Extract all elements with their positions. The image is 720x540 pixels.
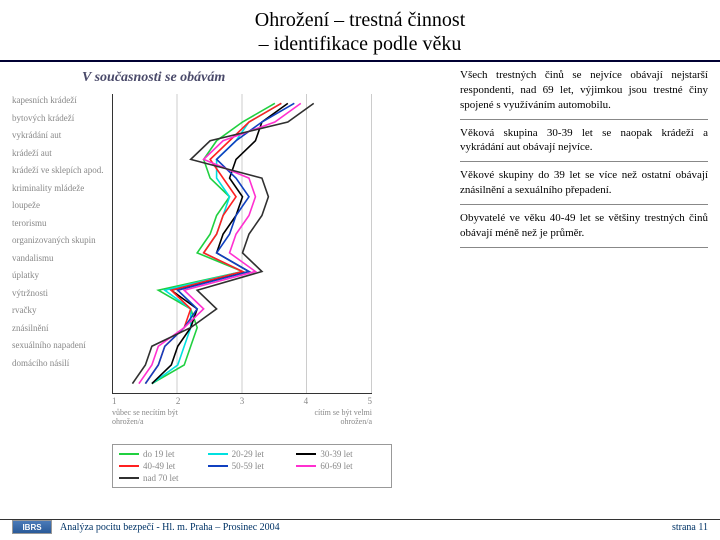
legend-label: 30-39 let [320,449,352,459]
y-category-label: úplatky [12,271,110,289]
legend-item: 30-39 let [296,449,385,459]
legend-swatch [119,477,139,479]
x-tick: 1 [112,396,117,406]
page-number: strana 11 [672,522,708,533]
chart-subtitle: V současnosti se obávám [12,68,452,90]
legend-label: 50-59 let [232,461,264,471]
legend-swatch [119,453,139,455]
x-axis-ticks: 1 2 3 4 5 [112,396,372,406]
y-category-label: krádeží aut [12,149,110,167]
legend-label: do 19 let [143,449,175,459]
x-axis-labels: vůbec se necítím být ohrožen/a cítím se … [112,408,372,426]
y-category-label: organizovaných skupin [12,236,110,254]
x-tick: 2 [176,396,181,406]
commentary-paragraph: Věková skupina 30-39 let se naopak kráde… [460,126,708,163]
legend-swatch [208,453,228,455]
commentary-paragraph: Obyvatelé ve věku 40-49 let se většiny t… [460,211,708,248]
commentary-paragraph: Věkové skupiny do 39 let se více než ost… [460,168,708,205]
footer: IBRS Analýza pocitu bezpečí - Hl. m. Pra… [0,519,720,534]
legend-swatch [296,465,316,467]
legend-item: 50-59 let [208,461,297,471]
y-category-label: krádeží ve sklepích apod. [12,166,110,184]
series-line [152,103,288,383]
legend-item: 20-29 let [208,449,297,459]
x-label-right: cítím se být velmi ohrožen/a [302,408,372,426]
title-line-1: Ohrožení – trestná činnost [255,9,466,31]
line-chart-svg [113,94,372,393]
y-axis-labels: kapesních krádežíbytových krádežívykrádá… [12,96,110,376]
legend-item: do 19 let [119,449,208,459]
series-line [152,103,282,383]
legend-item: 60-69 let [296,461,385,471]
y-category-label: výtrž­nosti [12,289,110,307]
legend-label: 60-69 let [320,461,352,471]
y-category-label: znásilnění [12,324,110,342]
y-category-label: bytových krádeží [12,114,110,132]
y-category-label: rvačky [12,306,110,324]
legend-item: nad 70 let [119,473,208,483]
chart-area: V současnosti se obávám kapesních krádež… [12,68,452,488]
x-tick: 3 [240,396,245,406]
commentary-paragraph: Všech trestných činů se nejvíce obávají … [460,68,708,120]
y-category-label: vykrádání aut [12,131,110,149]
legend: do 19 let 20-29 let 30-39 let 40-49 let 50-5… [112,444,392,488]
legend-label: nad 70 let [143,473,179,483]
legend-label: 40-49 let [143,461,175,471]
content: V současnosti se obávám kapesních krádež… [0,62,720,488]
y-category-label: loupeže [12,201,110,219]
chart-box: kapesních krádežíbytových krádežívykrádá… [12,90,432,440]
y-category-label: vandalismu [12,254,110,272]
legend-label: 20-29 let [232,449,264,459]
legend-swatch [119,465,139,467]
logo: IBRS [12,520,52,534]
y-category-label: kapesních krádeží [12,96,110,114]
legend-item: 40-49 let [119,461,208,471]
title-bar: Ohrožení – trestná činnost – identifikac… [0,0,720,62]
y-category-label: domácího násilí [12,359,110,377]
legend-swatch [208,465,228,467]
plot-area [112,94,372,394]
footer-source: Analýza pocitu bezpečí - Hl. m. Praha – … [60,522,280,533]
x-tick: 5 [368,396,373,406]
title-line-2: – identifikace podle věku [259,33,462,55]
text-commentary: Všech trestných činů se nejvíce obávají … [460,68,708,488]
page-title: Ohrožení – trestná činnost – identifikac… [0,8,720,56]
y-category-label: terorismu [12,219,110,237]
y-category-label: kriminality mládeže [12,184,110,202]
footer-left: IBRS Analýza pocitu bezpečí - Hl. m. Pra… [12,520,280,534]
y-category-label: sexuálního napadení [12,341,110,359]
x-label-left: vůbec se necítím být ohrožen/a [112,408,182,426]
legend-swatch [296,453,316,455]
x-tick: 4 [304,396,309,406]
